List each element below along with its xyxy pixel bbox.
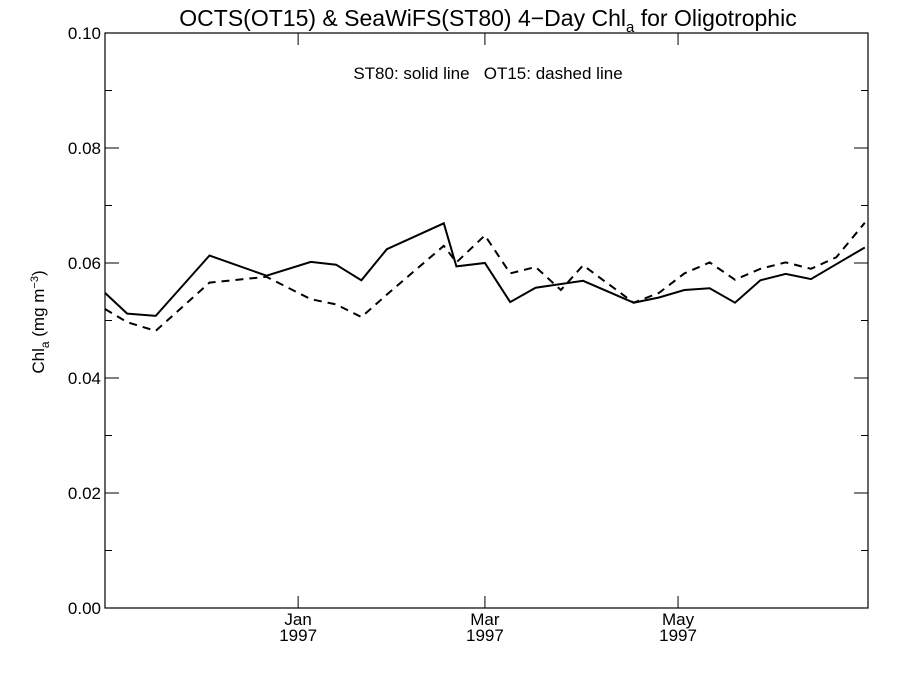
y-tick-label: 0.10: [68, 24, 101, 43]
y-label-units: (mg m: [29, 289, 48, 342]
chart-title-subscript: a: [626, 19, 635, 36]
y-label-chl: Chl: [29, 348, 48, 374]
y-label-subscript: a: [38, 341, 52, 348]
y-tick-label: 0.00: [68, 599, 101, 618]
series-group: [104, 221, 866, 333]
y-tick-label: 0.04: [68, 369, 101, 388]
series-line-ot15: [104, 222, 866, 333]
chart-title-suffix: for Oligotrophic: [634, 5, 796, 31]
y-axis-label: Chla (mg m−3): [29, 270, 52, 373]
axes: 0.000.020.040.060.080.10Jan1997Mar1997Ma…: [68, 24, 868, 645]
y-label-superscript: −3: [29, 276, 41, 289]
y-tick-label: 0.08: [68, 139, 101, 158]
x-tick-label-year: 1997: [659, 626, 697, 645]
y-label-close: ): [29, 270, 48, 276]
y-tick-label: 0.06: [68, 254, 101, 273]
plot-frame: [104, 32, 869, 609]
x-tick-label-month: May: [662, 610, 695, 629]
y-tick-label: 0.02: [68, 484, 101, 503]
chart-title: OCTS(OT15) & SeaWiFS(ST80) 4−Day Chla fo…: [179, 5, 796, 36]
series-line-st80: [104, 221, 866, 317]
x-tick-label-month: Jan: [284, 610, 311, 629]
line-style-annotation: ST80: solid line OT15: dashed line: [353, 64, 622, 83]
x-tick-label-year: 1997: [279, 626, 317, 645]
chart-title-main: OCTS(OT15) & SeaWiFS(ST80) 4−Day Chl: [179, 5, 626, 31]
x-tick-label-year: 1997: [466, 626, 504, 645]
x-tick-label-month: Mar: [470, 610, 500, 629]
